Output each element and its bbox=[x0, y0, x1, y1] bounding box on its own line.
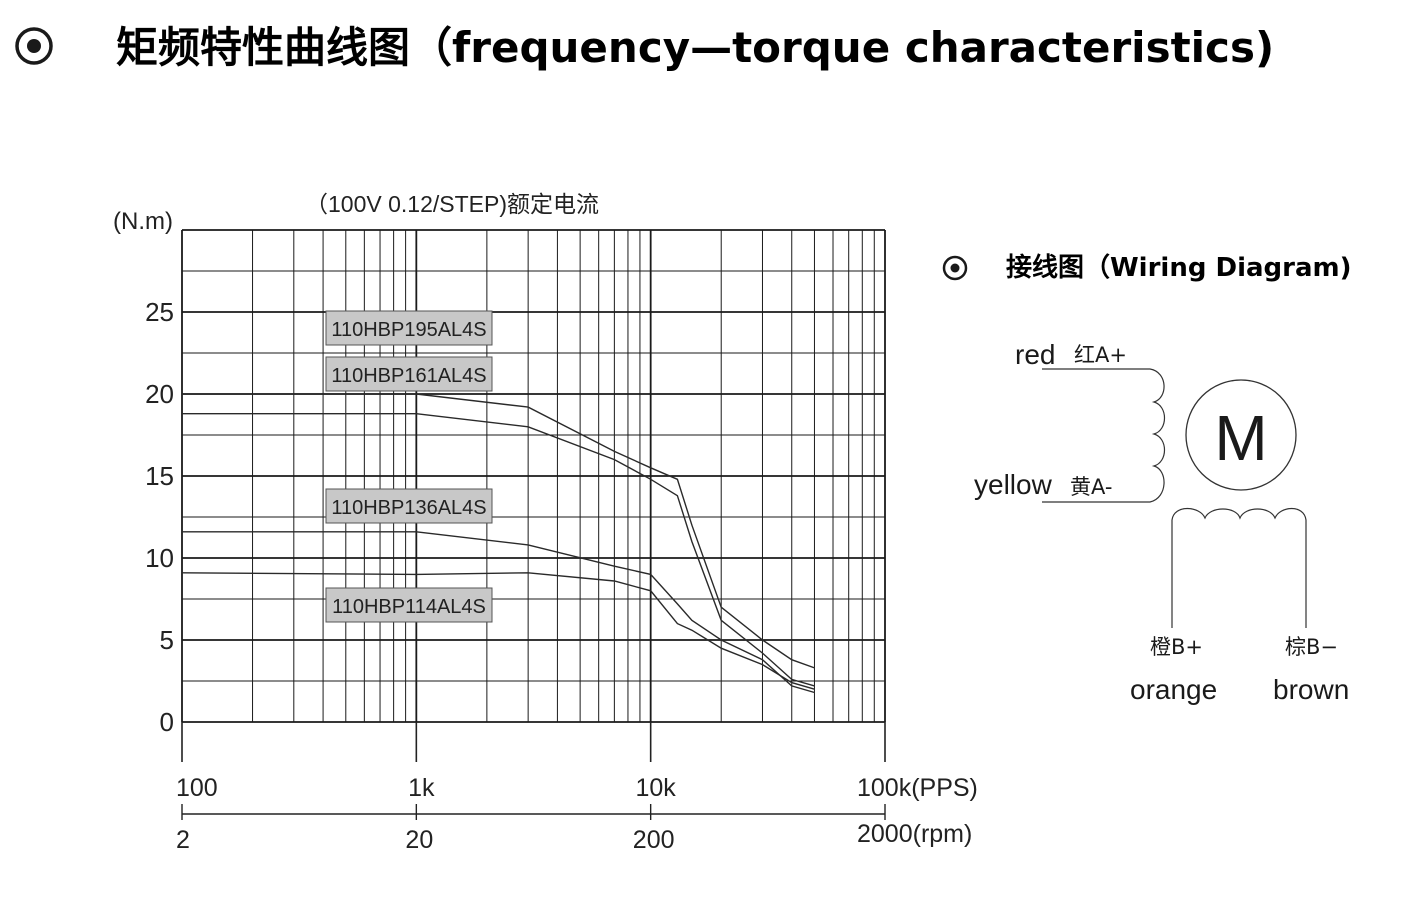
coil-a bbox=[1042, 368, 1166, 503]
motor-label: M bbox=[1214, 402, 1267, 474]
series-label-text: 110HBP114AL4S bbox=[332, 596, 486, 618]
pps-tick-label: 1k bbox=[408, 774, 435, 802]
wire-yellow-en: yellow bbox=[974, 469, 1053, 500]
y-tick-labels: 0 5 10 15 20 25 bbox=[145, 297, 174, 737]
y-tick-label: 25 bbox=[145, 297, 174, 327]
series-label-110HBP161AL4S: 110HBP161AL4S bbox=[325, 356, 493, 392]
torque-curve-110HBP195AL4S bbox=[182, 393, 815, 669]
chart-grid bbox=[181, 229, 886, 723]
series-label-box bbox=[325, 310, 493, 346]
wire-red-cn: 红A+ bbox=[1074, 343, 1127, 367]
y-tick-label: 10 bbox=[145, 543, 174, 573]
series-label-box bbox=[325, 587, 493, 623]
wiring-title: 接线图（Wiring Diagram) bbox=[1006, 253, 1352, 283]
series-label-110HBP114AL4S: 110HBP114AL4S bbox=[325, 587, 493, 623]
torque-curve-110HBP114AL4S bbox=[181, 572, 815, 690]
torque-chart: (N.m) （100V 0.12/STEP)额定电流 0 5 10 15 20 25 11… bbox=[113, 191, 978, 854]
x-axes: 100 1k 10k 100k(PPS) 2 20 200 2000(rpm) bbox=[176, 722, 978, 854]
wire-brown-en: brown bbox=[1273, 674, 1349, 705]
series-label-box bbox=[325, 356, 493, 392]
series-label-box bbox=[325, 488, 493, 524]
target-bullet-icon bbox=[15, 27, 53, 65]
torque-curves bbox=[181, 393, 815, 694]
rpm-tick-label: 200 bbox=[633, 826, 675, 854]
series-label-text: 110HBP136AL4S bbox=[331, 497, 486, 519]
series-labels: 110HBP195AL4S 110HBP161AL4S 110HBP136AL4S 1… bbox=[325, 310, 493, 623]
y-axis-label: (N.m) bbox=[113, 208, 173, 235]
chart-title: （100V 0.12/STEP)额定电流 bbox=[305, 191, 599, 217]
wire-orange-cn: 橙B+ bbox=[1150, 635, 1203, 659]
pps-tick-label: 100k(PPS) bbox=[857, 774, 978, 802]
page-title: 矩频特性曲线图（frequency—torque characteristics… bbox=[116, 23, 1274, 72]
series-label-110HBP136AL4S: 110HBP136AL4S bbox=[325, 488, 493, 524]
series-label-110HBP195AL4S: 110HBP195AL4S bbox=[325, 310, 493, 346]
torque-curve-110HBP136AL4S bbox=[182, 531, 815, 694]
wiring-diagram: 接线图（Wiring Diagram) M red 红A+ yellow 黄A-… bbox=[942, 253, 1352, 705]
header: 矩频特性曲线图（frequency—torque characteristics… bbox=[15, 23, 1274, 72]
y-tick-label: 5 bbox=[160, 625, 174, 655]
wire-orange-en: orange bbox=[1130, 674, 1217, 705]
series-label-text: 110HBP195AL4S bbox=[331, 319, 486, 341]
rpm-tick-label: 2 bbox=[176, 826, 190, 854]
series-label-text: 110HBP161AL4S bbox=[331, 365, 486, 387]
pps-tick-label: 100 bbox=[176, 774, 218, 802]
y-tick-label: 15 bbox=[145, 461, 174, 491]
rpm-tick-label: 2000(rpm) bbox=[857, 820, 972, 848]
y-tick-label: 0 bbox=[160, 707, 174, 737]
pps-tick-label: 10k bbox=[636, 774, 677, 802]
wire-yellow-cn: 黄A- bbox=[1070, 475, 1112, 499]
coil-b bbox=[1171, 507, 1307, 628]
y-tick-label: 20 bbox=[145, 379, 174, 409]
wiring-bullet-icon bbox=[942, 255, 968, 281]
wire-red-en: red bbox=[1015, 339, 1055, 370]
torque-curve-110HBP161AL4S bbox=[182, 413, 815, 687]
motor-symbol: M bbox=[1185, 379, 1297, 491]
rpm-tick-label: 20 bbox=[405, 826, 433, 854]
wire-brown-cn: 棕B− bbox=[1285, 635, 1338, 659]
